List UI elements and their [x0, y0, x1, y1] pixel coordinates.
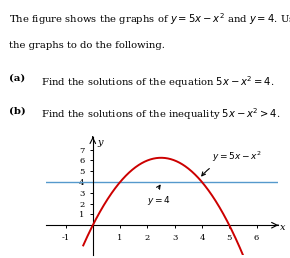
- Text: Find the solutions of the inequality $5x - x^2 > 4$.: Find the solutions of the inequality $5x…: [35, 107, 280, 123]
- Text: Find the solutions of the equation $5x - x^2 = 4$.: Find the solutions of the equation $5x -…: [35, 74, 274, 90]
- Text: x: x: [280, 223, 285, 232]
- Text: (a): (a): [9, 74, 25, 83]
- Text: (b): (b): [9, 107, 26, 116]
- Text: The figure shows the graphs of $y = 5x - x^2$ and $y = 4$. Use: The figure shows the graphs of $y = 5x -…: [9, 11, 290, 27]
- Text: $y = 4$: $y = 4$: [147, 185, 171, 207]
- Text: the graphs to do the following.: the graphs to do the following.: [9, 41, 165, 50]
- Text: y: y: [98, 138, 103, 147]
- Text: $y = 5x - x^2$: $y = 5x - x^2$: [202, 150, 261, 176]
